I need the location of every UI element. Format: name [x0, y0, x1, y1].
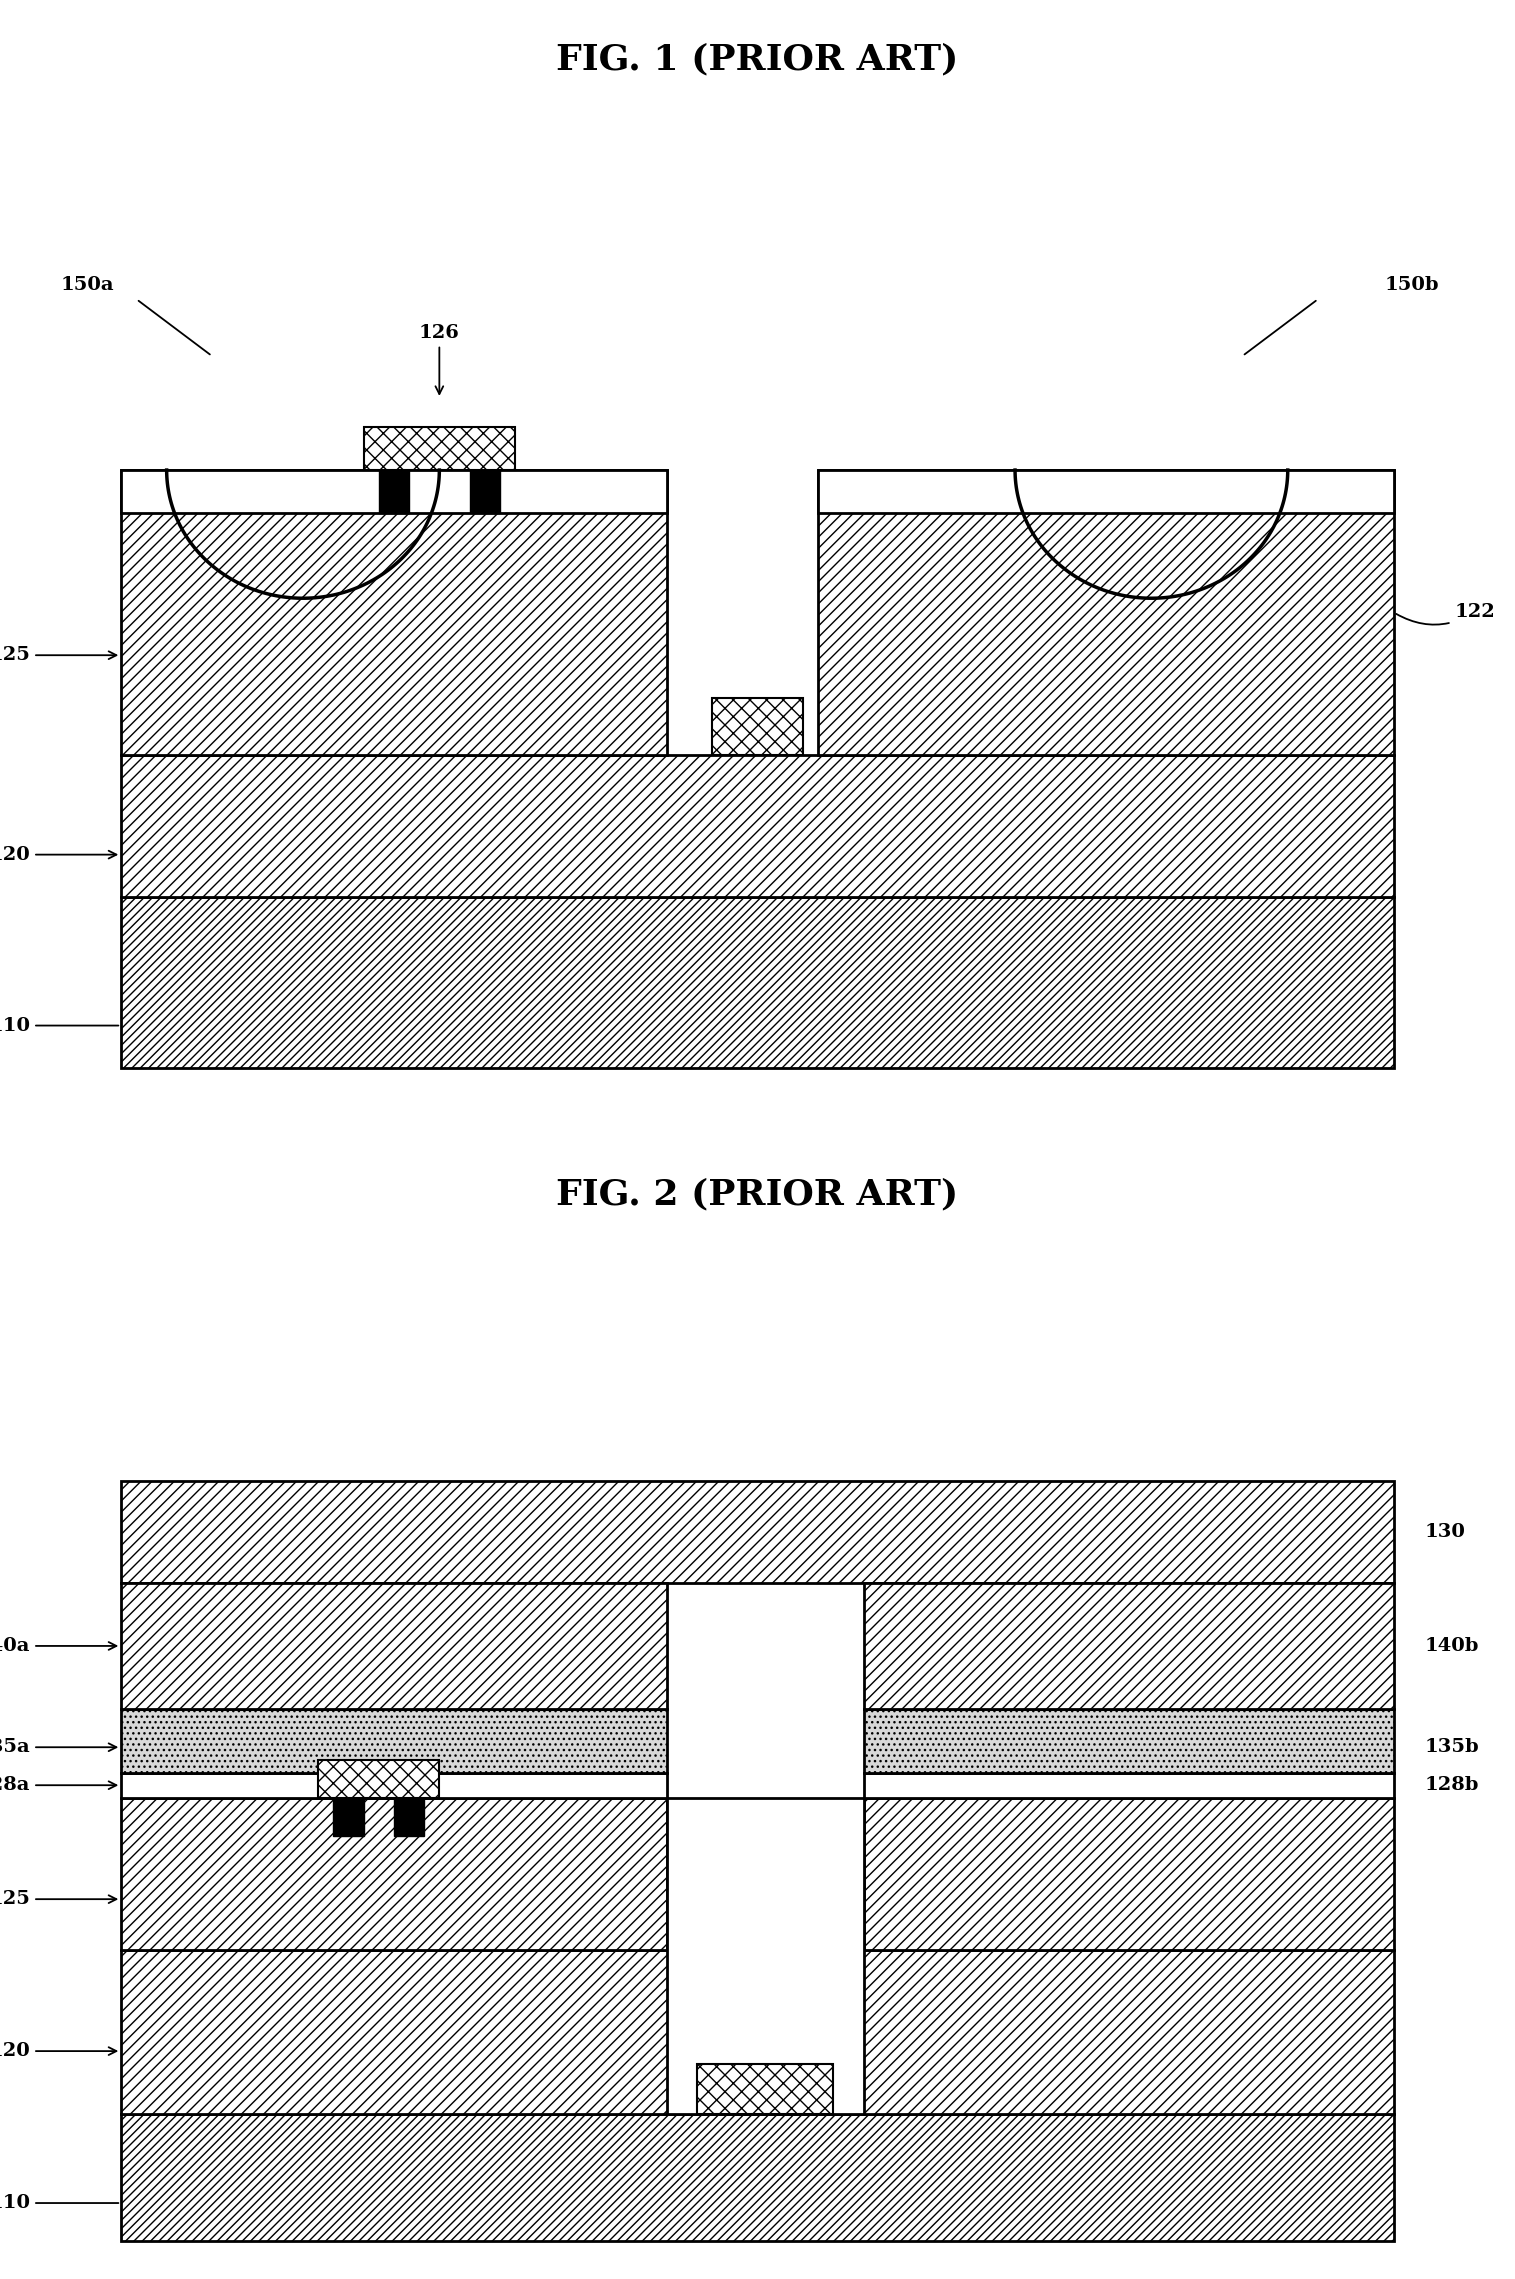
- Text: 122: 122: [745, 2008, 785, 2026]
- Bar: [697, 2065, 833, 2115]
- Bar: [121, 469, 667, 513]
- Bar: [121, 898, 1394, 1069]
- Text: FIG. 1 (PRIOR ART): FIG. 1 (PRIOR ART): [556, 43, 959, 77]
- Bar: [121, 1582, 667, 1709]
- Text: 140a: 140a: [0, 1636, 117, 1655]
- Text: 128b: 128b: [1424, 1775, 1479, 1794]
- Text: 130: 130: [1424, 1522, 1465, 1541]
- Bar: [121, 754, 1394, 898]
- Bar: [121, 1951, 1394, 2115]
- Bar: [318, 1759, 439, 1798]
- Bar: [379, 469, 409, 513]
- Text: 128a: 128a: [0, 1775, 117, 1794]
- Bar: [667, 1798, 864, 2115]
- Bar: [121, 1481, 1394, 1582]
- Bar: [864, 1798, 1394, 1951]
- Text: 120: 120: [0, 2042, 117, 2060]
- Text: FIG. 2 (PRIOR ART): FIG. 2 (PRIOR ART): [556, 1178, 959, 1212]
- Text: 150b: 150b: [1385, 276, 1439, 294]
- Bar: [470, 469, 500, 513]
- Text: 150a: 150a: [61, 276, 114, 294]
- Bar: [818, 469, 1394, 513]
- Text: 135b: 135b: [1424, 1739, 1479, 1757]
- Bar: [818, 469, 1394, 754]
- Text: 122: 122: [1397, 604, 1495, 624]
- Bar: [864, 1582, 1394, 1709]
- Text: 110: 110: [0, 2195, 118, 2213]
- Bar: [364, 426, 515, 469]
- Bar: [121, 1773, 667, 1798]
- Text: 120: 120: [0, 846, 117, 864]
- Bar: [121, 469, 667, 754]
- Bar: [864, 1773, 1394, 1798]
- Bar: [712, 697, 803, 754]
- Bar: [394, 1798, 424, 1837]
- Text: 110: 110: [0, 1016, 118, 1035]
- Text: 125: 125: [0, 647, 117, 663]
- Text: 125: 125: [0, 1889, 117, 1908]
- Bar: [121, 1798, 667, 1951]
- Text: 126: 126: [420, 324, 459, 394]
- Bar: [864, 1709, 1394, 1773]
- Text: 126: 126: [171, 1725, 329, 1784]
- Text: 135a: 135a: [0, 1739, 117, 1757]
- Bar: [333, 1798, 364, 1837]
- Text: 140b: 140b: [1424, 1636, 1479, 1655]
- Bar: [121, 1709, 667, 1773]
- Bar: [121, 2115, 1394, 2240]
